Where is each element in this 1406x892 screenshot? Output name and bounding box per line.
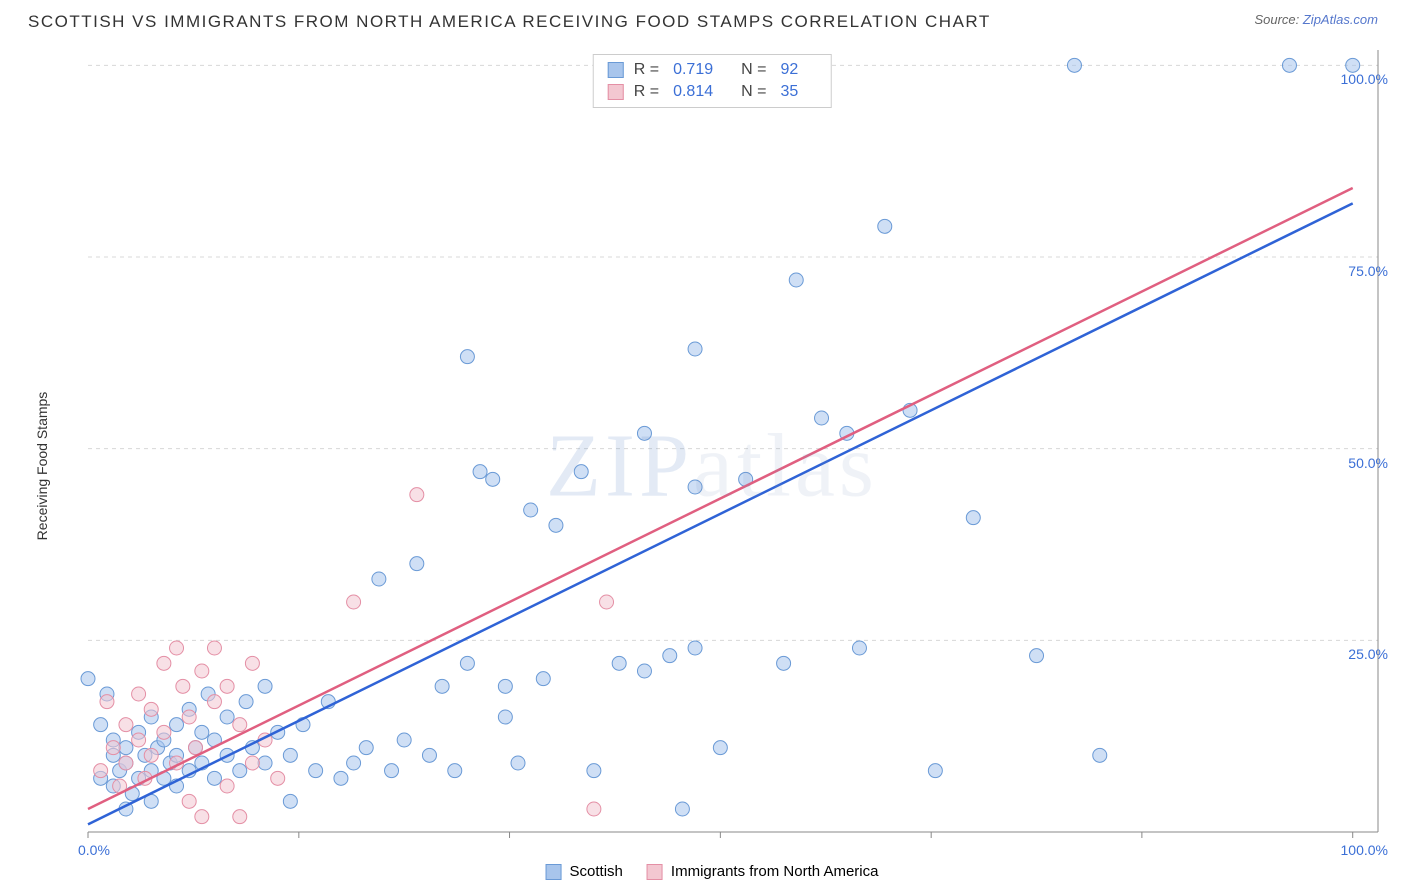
legend-item: Scottish <box>546 863 623 880</box>
stat-value: 35 <box>780 83 798 101</box>
legend-stats-row: R = 0.814 N = 35 <box>608 81 817 103</box>
source-prefix: Source: <box>1254 12 1302 27</box>
stat-label: N = <box>741 83 766 101</box>
x-tick-label: 100.0% <box>1341 842 1388 858</box>
chart-title: SCOTTISH VS IMMIGRANTS FROM NORTH AMERIC… <box>28 12 991 32</box>
scatter-plot <box>28 50 1396 882</box>
y-axis-label: Receiving Food Stamps <box>34 392 50 541</box>
legend-swatch <box>546 864 562 880</box>
stat-value: 0.719 <box>673 61 713 79</box>
source-label: Source: ZipAtlas.com <box>1254 12 1378 27</box>
stat-label: N = <box>741 61 766 79</box>
y-tick-label: 75.0% <box>1348 263 1388 279</box>
legend-stats: R = 0.719 N = 92 R = 0.814 N = 35 <box>593 54 832 108</box>
y-tick-label: 100.0% <box>1341 71 1388 87</box>
x-tick-label: 0.0% <box>78 842 110 858</box>
legend-label: Scottish <box>570 863 623 880</box>
stat-value: 92 <box>780 61 798 79</box>
stat-label: R = <box>634 61 659 79</box>
legend-series: Scottish Immigrants from North America <box>546 863 879 880</box>
legend-label: Immigrants from North America <box>671 863 879 880</box>
source-link[interactable]: ZipAtlas.com <box>1303 12 1378 27</box>
chart-container: Receiving Food Stamps R = 0.719 N = 92 R… <box>28 50 1396 882</box>
legend-swatch <box>647 864 663 880</box>
stat-value: 0.814 <box>673 83 713 101</box>
legend-swatch <box>608 62 624 78</box>
y-tick-label: 50.0% <box>1348 455 1388 471</box>
legend-item: Immigrants from North America <box>647 863 879 880</box>
stat-label: R = <box>634 83 659 101</box>
legend-stats-row: R = 0.719 N = 92 <box>608 59 817 81</box>
y-tick-label: 25.0% <box>1348 646 1388 662</box>
legend-swatch <box>608 84 624 100</box>
